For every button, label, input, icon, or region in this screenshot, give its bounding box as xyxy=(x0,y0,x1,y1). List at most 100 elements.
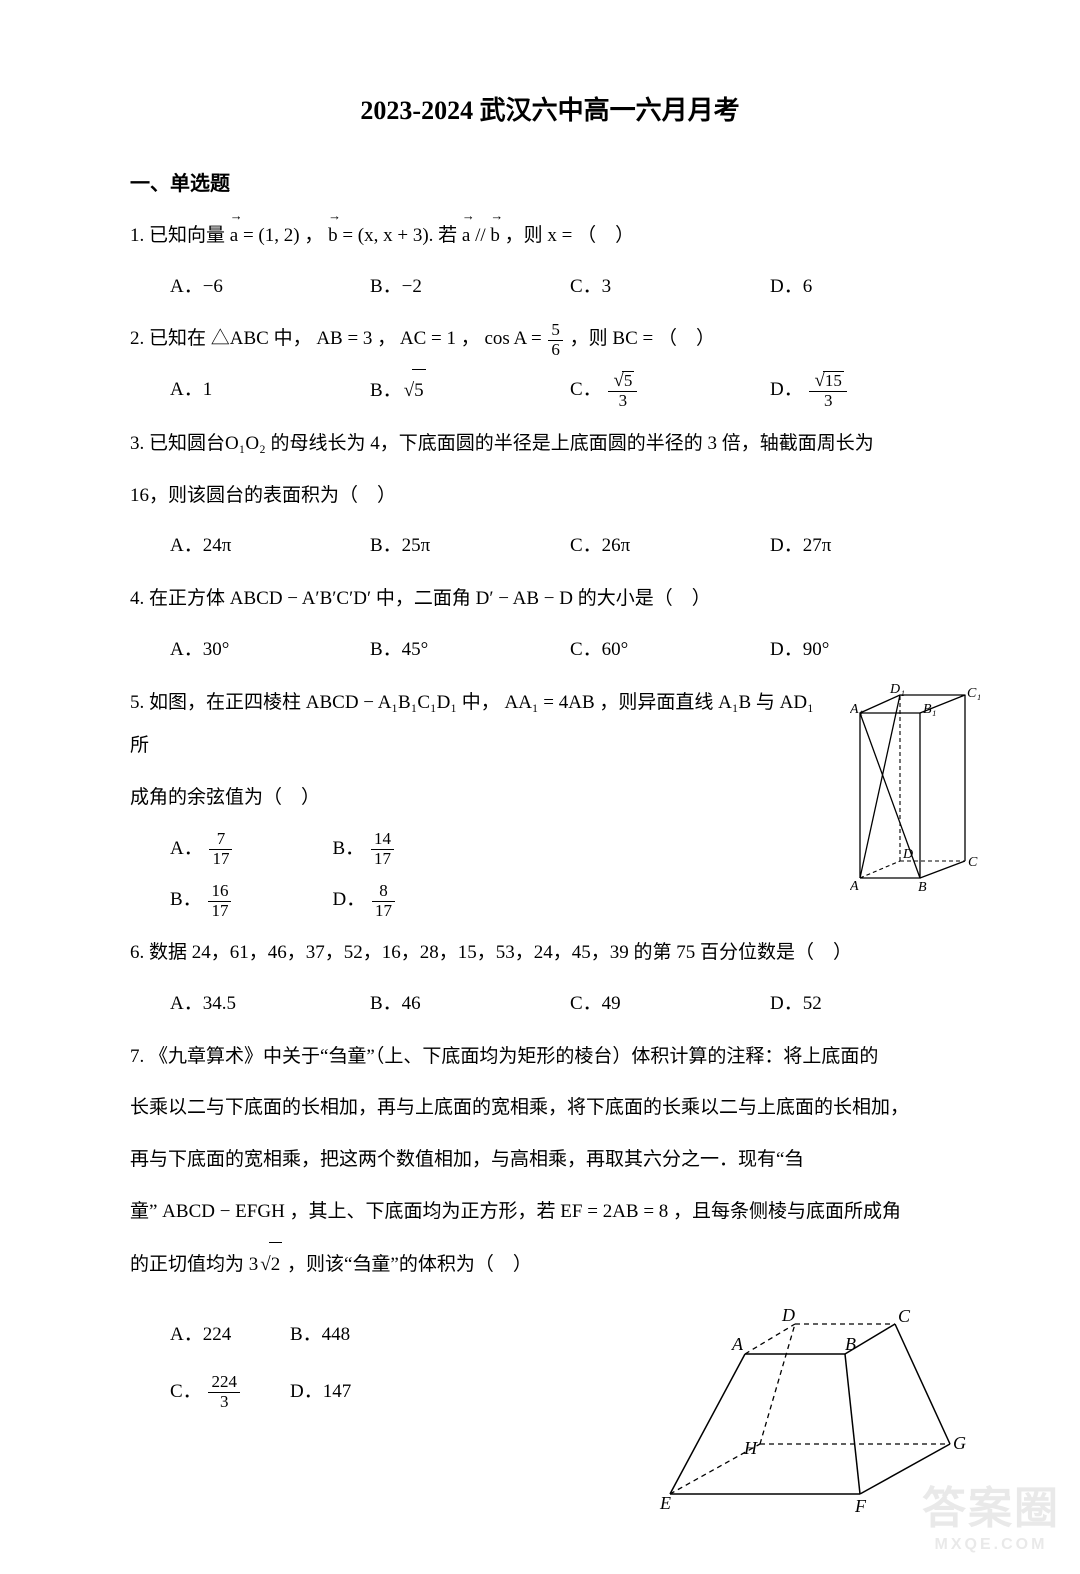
page-title: 2023-2024 武汉六中高一六月月考 xyxy=(130,90,970,127)
section-header: 一、单选题 xyxy=(130,167,970,196)
q6-opt-d: D．52 xyxy=(770,983,970,1025)
q7-opt-b: B．448 xyxy=(290,1314,410,1356)
question-5-wrap: A₁ B₁ C₁ D₁ A B C D 5. 如图，在正四棱柱 ABCD − A… xyxy=(130,681,970,922)
q7-opt-a: A．224 xyxy=(170,1314,290,1356)
q2-b-pre: B． xyxy=(370,380,402,401)
q4-opt-d: D．90° xyxy=(770,629,970,671)
q5-a-d: 17 xyxy=(209,850,232,869)
q2-b-rad: 5 xyxy=(412,369,426,412)
q6-opt-c: C．49 xyxy=(570,983,770,1025)
lbl-B1: B₁ xyxy=(923,702,936,717)
q2-d-frac: 15 3 xyxy=(809,371,846,412)
q2-b-sqrt: 5 xyxy=(402,369,426,412)
q1-pre: 1. 已知向量 xyxy=(130,225,225,246)
q2-frac-n: 5 xyxy=(548,321,563,341)
q4-opt-a: A．30° xyxy=(170,629,370,671)
q7-p5-pre: 的正切值均为 3 xyxy=(130,1254,258,1275)
q2-opt-b: B． 5 xyxy=(370,369,570,412)
q3-opt-c: C．26π xyxy=(570,525,770,567)
q2-opt-d: D． 15 3 xyxy=(770,369,970,412)
q5-a-pre: A． xyxy=(170,838,203,859)
q2-d-rad: 15 xyxy=(823,371,844,391)
q2-c-den: 3 xyxy=(608,392,637,411)
q2-opt-c: C． 5 3 xyxy=(570,369,770,412)
q4-opt-b: B．45° xyxy=(370,629,570,671)
lbl-B: B xyxy=(918,880,927,893)
q2-c-pre: C． xyxy=(570,379,602,400)
lbl-A1: A₁ xyxy=(850,702,863,717)
q5-d-frac: 817 xyxy=(372,882,395,920)
q5-d-d: 17 xyxy=(372,902,395,921)
q5-a-frac: 717 xyxy=(209,830,232,868)
q7-c-d: 3 xyxy=(208,1393,240,1412)
question-7-p4: 童” ABCD − EFGH ，其上、下底面均为正方形，若 EF = 2AB =… xyxy=(130,1190,970,1234)
question-5-l1: 5. 如图，在正四棱柱 ABCD − A₁B₁C₁D₁ 中， AA₁ = 4AB… xyxy=(130,681,820,768)
q7-opt-d: D．147 xyxy=(290,1371,410,1413)
q2-c-rad: 5 xyxy=(622,371,635,391)
question-3-l2: 16，则该圆台的表面积为（ ） xyxy=(130,474,970,518)
q5-options-row1: A． 717 B． 1417 xyxy=(130,828,820,870)
question-3-l1: 3. 已知圆台O₁O₂ 的母线长为 4，下底面圆的半径是上底面圆的半径的 3 倍… xyxy=(130,422,970,466)
q7-c-pre: C． xyxy=(170,1381,202,1402)
question-6: 6. 数据 24，61，46，37，52，16，28，15，53，24，45，3… xyxy=(130,931,970,975)
q5-c-frac: 1617 xyxy=(208,882,231,920)
q5-d-pre: D． xyxy=(333,889,366,910)
q7-options-row1: A．224 B．448 xyxy=(130,1314,650,1356)
q7-options-row2: C． 2243 D．147 xyxy=(130,1371,650,1413)
q2-opt-a: A．1 xyxy=(170,369,370,412)
q5-c-n: 16 xyxy=(208,882,231,902)
q1-vec-b2: b xyxy=(490,214,500,258)
q5-opt-a: A． 717 xyxy=(170,828,333,870)
lbl-D: D xyxy=(902,847,913,862)
q5-b-d: 17 xyxy=(371,850,394,869)
q3-opt-d: D．27π xyxy=(770,525,970,567)
lbl-D1: D₁ xyxy=(889,683,905,697)
q1-opt-d: D．6 xyxy=(770,266,970,308)
q2-tail: ，则 BC = （ ） xyxy=(570,328,715,349)
lbl-A: A xyxy=(850,879,859,893)
q5-d-n: 8 xyxy=(372,882,395,902)
q1-vec-b: b xyxy=(328,214,338,258)
q3-options: A．24π B．25π C．26π D．27π xyxy=(130,525,970,567)
q5-opt-d: D． 817 xyxy=(333,879,496,921)
q5-b-n: 14 xyxy=(371,830,394,850)
q1-vec-a: a xyxy=(230,214,238,258)
question-7-p5: 的正切值均为 32 ，则该“刍童”的体积为（ ） xyxy=(130,1242,970,1287)
q6-options: A．34.5 B．46 C．49 D．52 xyxy=(130,983,970,1025)
q4-options: A．30° B．45° C．60° D．90° xyxy=(130,629,970,671)
q1-eq2: = (x, x + 3). 若 xyxy=(342,225,462,246)
q2-pre: 2. 已知在 △ABC 中， AB = 3 ， AC = 1 ， cos A = xyxy=(130,328,546,349)
q1-tail: ，则 x = （ ） xyxy=(505,225,634,246)
q4-opt-c: C．60° xyxy=(570,629,770,671)
lbl-C: C xyxy=(968,855,978,870)
question-7-p1: 7. 《九章算术》中关于“刍童”（上、下底面均为矩形的棱台）体积计算的注释：将上… xyxy=(130,1035,970,1079)
q1-vec-a2: a xyxy=(462,214,470,258)
question-1: 1. 已知向量 a = (1, 2) ， b = (x, x + 3). 若 a… xyxy=(130,214,970,258)
watermark-big: 答案圈 xyxy=(922,1484,1060,1533)
q1-eq1: = (1, 2) ， xyxy=(243,225,323,246)
q5-opt-c: B． 1617 xyxy=(170,879,333,921)
q2-frac-d: 6 xyxy=(548,341,563,360)
q2-c-sqrt: 5 xyxy=(611,371,634,392)
q5-b-pre: B． xyxy=(333,838,365,859)
watermark: 答案圈 MXQE.COM xyxy=(922,1472,1060,1554)
q7-opt-c: C． 2243 xyxy=(170,1371,290,1413)
q5-c-pre: B． xyxy=(170,889,202,910)
q5-options-row2: B． 1617 D． 817 xyxy=(130,879,820,921)
q3-opt-a: A．24π xyxy=(170,525,370,567)
watermark-small: MXQE.COM xyxy=(922,1536,1060,1554)
question-4: 4. 在正方体 ABCD − A′B′C′D′ 中，二面角 D′ − AB − … xyxy=(130,577,970,621)
q6-opt-b: B．46 xyxy=(370,983,570,1025)
question-5-l2: 成角的余弦值为（ ） xyxy=(130,776,820,820)
q2-d-den: 3 xyxy=(809,392,846,411)
q7-p5-tail: ，则该“刍童”的体积为（ ） xyxy=(282,1254,532,1275)
lbl-H7: H xyxy=(743,1438,758,1458)
q6-opt-a: A．34.5 xyxy=(170,983,370,1025)
lbl-G7: G xyxy=(953,1433,966,1453)
q2-d-num: 15 xyxy=(809,371,846,393)
lbl-A7: A xyxy=(731,1334,744,1354)
q5-b-frac: 1417 xyxy=(371,830,394,868)
q2-d-sqrt: 15 xyxy=(812,371,843,392)
q1-opt-c: C．3 xyxy=(570,266,770,308)
q7-c-n: 224 xyxy=(208,1373,240,1393)
